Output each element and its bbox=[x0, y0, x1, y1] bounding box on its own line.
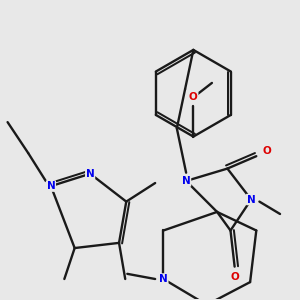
Text: O: O bbox=[262, 146, 271, 156]
Text: N: N bbox=[247, 194, 256, 205]
Text: O: O bbox=[230, 272, 239, 282]
Text: N: N bbox=[159, 274, 168, 284]
Text: O: O bbox=[189, 92, 198, 102]
Text: N: N bbox=[182, 176, 190, 186]
Text: N: N bbox=[86, 169, 94, 179]
Text: N: N bbox=[46, 181, 55, 191]
